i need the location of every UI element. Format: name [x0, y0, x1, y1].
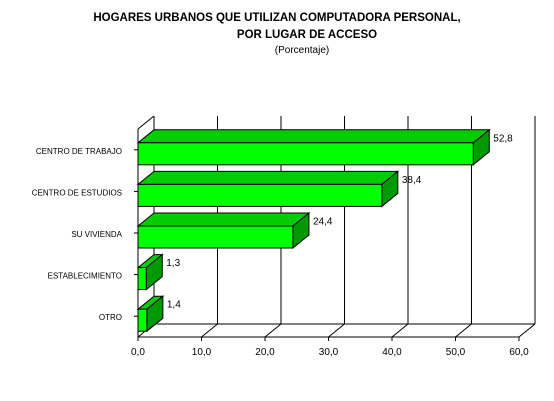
x-tick-label: 10,0	[192, 347, 212, 358]
bar	[137, 308, 148, 332]
category-label: CENTRO DE TRABAJO	[36, 147, 122, 156]
category-label: OTRO	[99, 313, 122, 322]
x-tick-label: 50,0	[446, 347, 466, 358]
floor-tick-diagonal	[328, 323, 345, 338]
chart-title-line-2: POR LUGAR DE ACCESO	[236, 29, 378, 41]
data-label: 38,4	[402, 175, 422, 186]
x-tick-label: 0,0	[131, 347, 145, 358]
floor-tick-diagonal	[391, 323, 409, 338]
bar-top-face	[136, 212, 311, 227]
floor-tick-diagonal	[201, 323, 218, 338]
bar	[137, 225, 294, 249]
bar	[137, 142, 474, 166]
bar-top-face	[136, 129, 491, 144]
data-label: 1,3	[166, 258, 180, 269]
chart-subtitle: (Porcentaje)	[274, 45, 330, 56]
bar	[137, 183, 383, 207]
side-wall-top-edge	[137, 115, 155, 130]
floor-tick-diagonal	[264, 323, 282, 338]
chart-title-line-1: HOGARES URBANOS QUE UTILIZAN COMPUTADORA…	[93, 12, 461, 24]
floor-tick-diagonal	[455, 323, 472, 338]
x-tick-label: 40,0	[382, 347, 402, 358]
data-label: 52,8	[493, 133, 513, 144]
bar-top-face	[136, 170, 400, 185]
data-label: 1,4	[167, 300, 181, 311]
x-tick-label: 30,0	[319, 347, 339, 358]
category-label: ESTABLECIMIENTO	[48, 272, 122, 281]
bar	[137, 267, 147, 291]
category-label: CENTRO DE ESTUDIOS	[32, 188, 122, 197]
category-label: SU VIVIENDA	[71, 230, 122, 239]
x-tick-label: 20,0	[255, 347, 275, 358]
floor-tick-diagonal	[518, 323, 536, 338]
x-tick-label: 60,0	[509, 347, 529, 358]
data-label: 24,4	[313, 217, 333, 228]
